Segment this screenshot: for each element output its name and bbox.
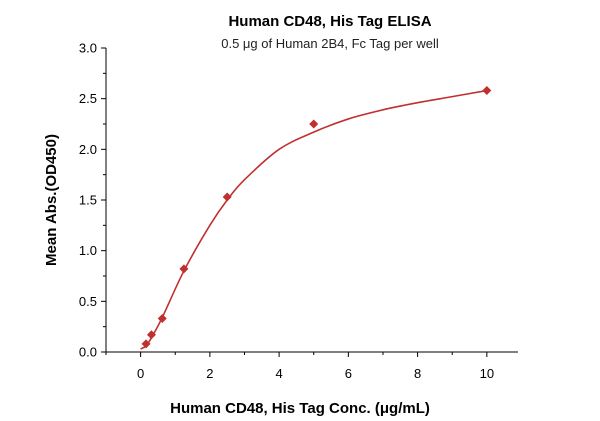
x-tick-label: 10 [480, 366, 494, 381]
x-axis-ticks: 0 2 4 6 8 10 [105, 352, 494, 381]
fit-curve [140, 89, 487, 350]
x-tick-label: 2 [206, 366, 213, 381]
data-point [179, 264, 189, 274]
data-point [482, 86, 492, 96]
y-tick-label: 3.0 [79, 41, 97, 56]
y-axis-label: Mean Abs.(OD450) [43, 134, 60, 266]
data-point [309, 119, 319, 129]
x-tick-label: 0 [137, 366, 144, 381]
y-tick-label: 2.5 [79, 91, 97, 106]
data-points [141, 86, 492, 349]
x-tick-label: 8 [414, 366, 421, 381]
y-tick-label: 0.0 [79, 345, 97, 360]
y-tick-label: 0.5 [79, 294, 97, 309]
x-axis-label: Human CD48, His Tag Conc. (μg/mL) [170, 400, 430, 417]
chart-subtitle: 0.5 μg of Human 2B4, Fc Tag per well [221, 36, 439, 51]
x-tick-label: 6 [345, 366, 352, 381]
data-point [141, 339, 151, 349]
chart-title: Human CD48, His Tag ELISA [228, 13, 431, 30]
data-point [222, 192, 232, 202]
y-axis-ticks: 0.0 0.5 1.0 1.5 2.0 2.5 3.0 [79, 41, 106, 360]
plot-area: 0.0 0.5 1.0 1.5 2.0 2.5 3.0 0 2 4 6 8 10 [79, 41, 518, 381]
data-point [157, 314, 167, 324]
y-tick-label: 2.0 [79, 142, 97, 157]
data-point [146, 330, 156, 340]
y-tick-label: 1.5 [79, 193, 97, 208]
x-tick-label: 4 [275, 366, 282, 381]
y-tick-label: 1.0 [79, 243, 97, 258]
